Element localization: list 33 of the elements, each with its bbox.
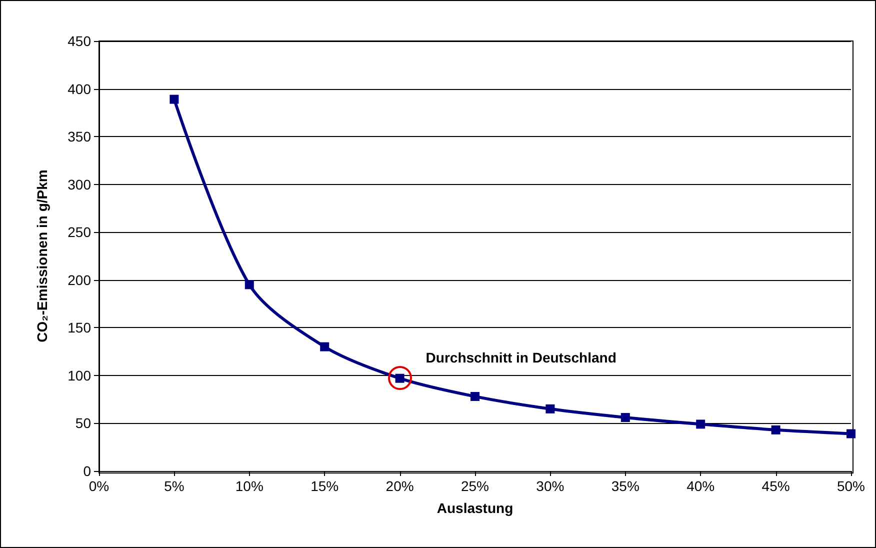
x-tick-label: 50% bbox=[836, 478, 866, 494]
point bbox=[546, 404, 555, 414]
y-axis-title: CO₂-Emissionen in g/Pkm bbox=[34, 170, 50, 342]
y-tick-label: 150 bbox=[68, 320, 92, 336]
y-tick-label: 100 bbox=[68, 367, 92, 384]
annotation: Durchschnitt in Deutschland bbox=[426, 349, 616, 366]
y-tick-label: 400 bbox=[68, 80, 92, 97]
point bbox=[620, 412, 630, 422]
x-tick-label: 45% bbox=[762, 478, 790, 494]
point bbox=[470, 392, 480, 401]
x-tick-label: 20% bbox=[386, 478, 414, 494]
point bbox=[170, 94, 179, 104]
point bbox=[320, 342, 330, 352]
y-tick-label: 200 bbox=[68, 272, 92, 288]
y-tick-label: 450 bbox=[68, 33, 92, 49]
x-tick-label: 35% bbox=[611, 478, 640, 494]
point bbox=[846, 429, 856, 438]
x-tick-label: 25% bbox=[460, 478, 490, 494]
x-axis-title: Auslastung bbox=[436, 500, 514, 516]
x-tick-label: 30% bbox=[536, 478, 564, 494]
x-tick-label: 10% bbox=[235, 478, 264, 494]
y-tick-label: 50 bbox=[75, 415, 92, 432]
y-tick-label: 0 bbox=[83, 463, 92, 479]
point bbox=[244, 280, 254, 290]
y-tick-label: 250 bbox=[68, 224, 92, 240]
y-tick-label: 350 bbox=[68, 128, 92, 145]
x-tick-label: 40% bbox=[686, 478, 715, 494]
x-tick-label: 15% bbox=[310, 478, 339, 494]
y-tick-label: 300 bbox=[68, 176, 92, 192]
x-tick-label: 5% bbox=[164, 478, 184, 494]
point bbox=[696, 420, 706, 429]
x-tick-label: 0% bbox=[88, 478, 110, 494]
point bbox=[771, 425, 780, 434]
